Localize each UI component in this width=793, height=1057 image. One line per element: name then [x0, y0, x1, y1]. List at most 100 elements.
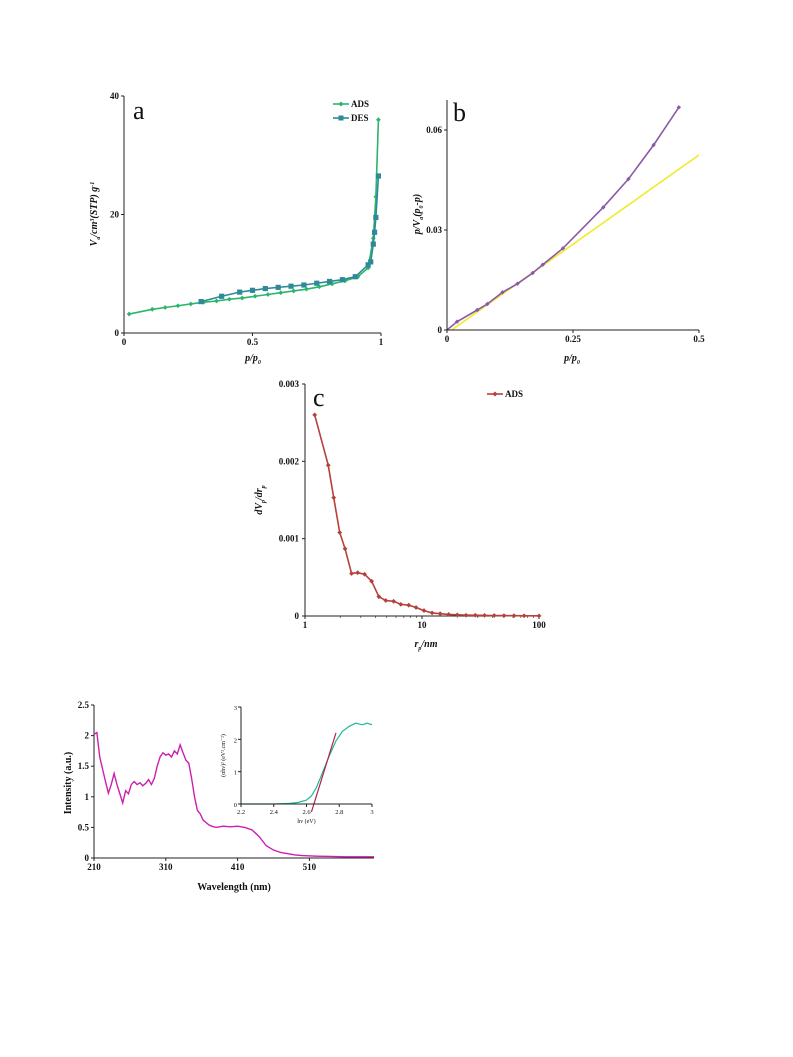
legend-marker [492, 391, 498, 397]
x-tick-label: 0.5 [247, 337, 259, 347]
chart-c-pore-size-distribution: 1 10 100 0 0.001 0.002 0.003 c ADS rp/nm dVp/drp [254, 379, 546, 652]
data-point [368, 259, 374, 265]
y-tick-label: 0 [115, 328, 120, 338]
data-point [651, 142, 656, 148]
data-point [500, 290, 505, 295]
x-axis-label: rp/nm [414, 639, 437, 652]
x-tick-label: 2.6 [302, 809, 311, 816]
y-tick-label: 0 [234, 802, 237, 809]
x-axis-label: p/p0 [244, 353, 261, 366]
data-point [501, 613, 507, 619]
data-point [327, 278, 333, 285]
y-axis-label: p/Va(p0-p) [412, 194, 425, 235]
x-tick-label: 100 [532, 620, 546, 630]
data-point [337, 530, 343, 535]
data-point [511, 613, 517, 619]
y-tick-label: 0 [438, 325, 443, 335]
x-tick-label: 210 [87, 862, 101, 872]
series-line-0 [93, 731, 374, 858]
data-point [249, 287, 256, 293]
data-point [314, 280, 320, 286]
inset-tauc-plot: 2.2 2.4 2.6 2.8 3 0 1 2 3 hν (eV) (αhν)² (eV².cm⁻²… [220, 705, 374, 825]
x-tick-label: 10 [418, 620, 428, 630]
legend-label: ADS [505, 389, 523, 399]
series-line-ads [313, 414, 540, 617]
inset-background [241, 707, 372, 804]
plot-area-b [447, 105, 699, 330]
data-point [214, 298, 219, 304]
data-point [515, 281, 520, 286]
data-point [291, 288, 297, 294]
panel-label-a: a [133, 96, 145, 125]
y-tick-label: 2 [85, 731, 90, 741]
inset-x-axis-label: hν (eV) [297, 818, 315, 825]
x-tick-label: 3 [370, 809, 373, 816]
y-tick-label: 2.5 [78, 700, 90, 710]
data-point [475, 307, 480, 313]
data-point [352, 274, 358, 280]
data-point [447, 327, 450, 330]
data-point [371, 229, 378, 235]
y-tick-label: 0.06 [426, 125, 442, 135]
data-point [301, 282, 307, 288]
data-point [175, 303, 181, 309]
data-point [278, 290, 284, 296]
data-point [429, 610, 435, 616]
data-point [472, 612, 478, 618]
y-tick-label: 0.002 [279, 456, 300, 466]
data-point [601, 205, 606, 210]
data-point [373, 214, 379, 221]
data-point [339, 277, 346, 283]
data-point [437, 611, 443, 617]
legend-marker [338, 115, 344, 121]
bet-data-line [447, 106, 680, 330]
series-line-des [200, 175, 380, 303]
y-axis-label: Intensity (a.u.) [63, 752, 74, 815]
x-tick-label: 410 [231, 862, 245, 872]
chart-a-adsorption-isotherm: 0 0.5 1 0 20 40 a ADS DES p/p0 Va/cm3(STP) g-1 [89, 91, 384, 366]
data-point [482, 612, 487, 618]
legend-label: DES [351, 113, 369, 123]
data-point [252, 293, 258, 299]
data-point [369, 578, 375, 584]
x-tick-label: 0 [445, 334, 450, 344]
y-tick-label: 1.5 [78, 761, 90, 771]
data-point [149, 306, 155, 312]
x-tick-label: 0.25 [565, 334, 581, 344]
data-point [355, 570, 361, 576]
x-tick-label: 310 [159, 862, 173, 872]
data-point [126, 311, 132, 317]
data-point [376, 594, 382, 600]
data-point [454, 319, 460, 324]
y-tick-label: 0.5 [78, 822, 90, 832]
series-line-ads [128, 119, 380, 315]
y-tick-label: 0.003 [279, 379, 300, 389]
x-tick-label: 1 [379, 337, 384, 347]
x-tick-label: 0 [122, 337, 127, 347]
panel-label-b: b [453, 98, 466, 127]
data-point [536, 613, 542, 619]
data-point [312, 412, 318, 418]
y-axis-label: dVp/drp [254, 485, 267, 514]
data-point [325, 462, 331, 468]
data-point [521, 613, 527, 619]
data-point [413, 605, 419, 610]
y-tick-label: 3 [234, 705, 237, 712]
data-point [383, 598, 389, 603]
x-tick-label: 2.8 [335, 809, 343, 816]
data-point [391, 598, 397, 604]
data-point [219, 293, 225, 299]
data-point [365, 262, 371, 268]
y-tick-label: 0.001 [279, 534, 300, 544]
data-point [560, 246, 566, 251]
y-tick-label: 20 [110, 210, 120, 220]
data-point [362, 571, 367, 577]
data-point [375, 173, 382, 179]
inset-y-axis-label: (αhν)² (eV².cm⁻²) [220, 734, 227, 777]
y-tick-label: 1 [234, 770, 237, 777]
y-tick-label: 0 [85, 853, 90, 863]
linear-fit-line [450, 154, 699, 330]
data-point [406, 602, 412, 608]
